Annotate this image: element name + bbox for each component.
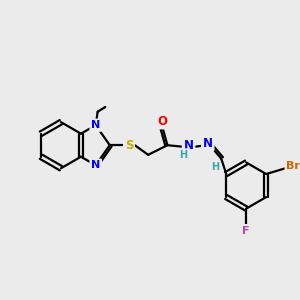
Text: H: H (212, 162, 220, 172)
Text: H: H (179, 150, 187, 160)
Text: N: N (91, 160, 101, 170)
Text: O: O (158, 115, 168, 128)
Text: N: N (91, 120, 101, 130)
Text: S: S (125, 139, 133, 152)
Text: F: F (242, 226, 250, 236)
Text: Br: Br (286, 161, 300, 171)
Text: N: N (184, 139, 194, 152)
Text: N: N (203, 137, 213, 150)
